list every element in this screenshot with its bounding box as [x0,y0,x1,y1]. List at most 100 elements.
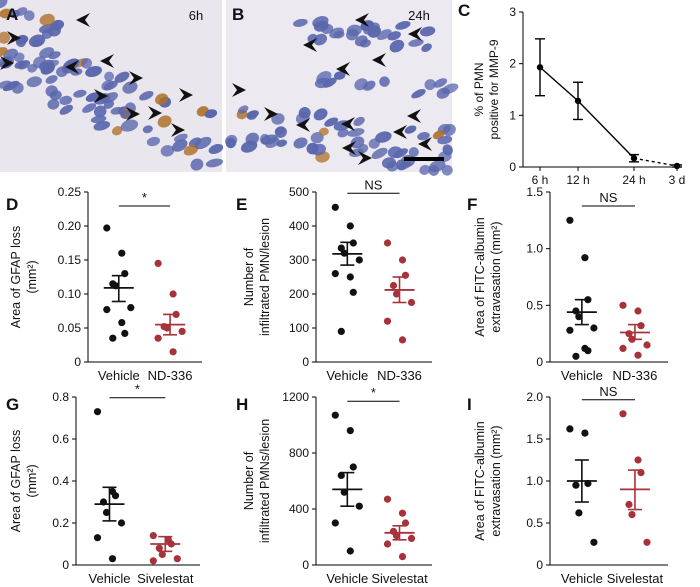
data-point [154,259,162,267]
panel-label-f: F [467,195,477,214]
arrowhead-marker [393,125,407,139]
nucleus-cell [28,34,46,48]
arrowhead-marker [296,118,310,132]
nucleus-cell [101,79,114,91]
y-tick-label: 0.25 [58,185,82,199]
data-point [401,271,410,279]
nucleus-cell [293,137,308,149]
nucleus-cell [337,128,349,138]
data-point [331,270,339,278]
micrograph-b-arrowheads [232,13,432,165]
data-point [346,547,354,555]
data-point [590,538,598,546]
nucleus-cell [39,13,55,26]
nucleus-cell [9,9,20,19]
nucleus-cell [433,78,448,88]
data-point [349,288,357,296]
y-tick-label: 0.5 [526,516,543,530]
nucleus-cell [0,80,12,89]
x-category-label: Sivelestat [137,571,194,586]
data-point [619,410,627,418]
panel-label-h: H [236,395,248,414]
nucleus-cell [371,147,388,160]
nucleus-cell [421,43,432,53]
nucleus-cell [354,78,368,91]
nucleus-cell [14,60,26,69]
arrowhead-marker [355,13,369,27]
chart-panel-g: G 0 0.2 0.4 0.6 0.8 Vehicle Sivelestat Area of G… [6,382,200,586]
y-tick-label: 100 [289,321,309,335]
micrograph-b-cells [225,16,459,176]
nucleus-cell [146,136,160,147]
nucleus-cell [313,108,328,121]
data-point [346,427,354,435]
data-point [643,538,651,546]
nucleus-cell [318,127,329,136]
nucleus-cell [386,161,399,172]
y-tick-label: 0 [536,355,543,369]
nucleus-cell [441,164,453,176]
data-point [575,509,583,517]
y-axis-label-line: positive for MMP-9 [487,39,501,139]
nucleus-cell [419,164,431,175]
y-axis-label-line: Number of [242,451,256,510]
y-axis-label: Number of infiltrated PMN/lesion [242,218,272,336]
y-tick-label: 1.0 [526,242,543,256]
data-point [581,254,589,262]
nucleus-cell [313,20,329,32]
data-point [572,481,580,489]
data-point [109,334,117,342]
y-tick-label: 0.6 [52,432,69,446]
x-category-label: Vehicle [561,368,603,383]
x-category-label: ND-336 [377,368,422,383]
nucleus-cell [225,134,238,147]
nucleus-cell [0,31,11,44]
y-axis-label-line: extravasation (mm²) [489,425,503,536]
nucleus-cell [411,88,426,99]
nucleus-cell [310,132,324,144]
nucleus-cell [404,125,417,134]
data-point [349,463,357,471]
data-point [398,336,407,344]
arrowhead-marker [342,141,356,155]
y-tick-label: 500 [289,185,309,199]
data-point [630,155,638,162]
nucleus-cell [0,8,12,19]
data-point [401,519,410,527]
x-category-label: ND-336 [148,368,193,383]
nucleus-cell [259,133,271,145]
y-tick-label: 1 [509,108,516,122]
data-point [158,550,166,559]
nucleus-cell [246,111,258,120]
nucleus-cell [142,125,153,134]
nucleus-cell [47,98,60,110]
micrograph-a: A 6h [0,0,224,172]
data-point [154,334,162,342]
data-point [149,532,157,540]
nucleus-cell [120,110,131,119]
nucleus-cell [333,31,345,39]
y-tick-label: 1.5 [526,185,543,199]
data-point [398,553,407,561]
arrowhead-marker [94,89,108,103]
y-axis-label-line: extravasation (mm²) [489,221,503,332]
nucleus-cell [313,33,328,46]
data-point [407,534,416,543]
data-point [536,64,544,71]
nucleus-cell [419,26,436,37]
nucleus-cell [387,31,401,41]
nucleus-cell [26,76,42,88]
y-tick-label: 0.10 [58,287,82,301]
nucleus-cell [395,21,411,30]
y-tick-label: 400 [289,502,309,516]
nucleus-cell [90,115,107,124]
x-category-label: Vehicle [561,571,603,586]
nucleus-cell [59,95,73,105]
arrowhead-marker [179,88,193,102]
nucleus-cell [66,58,80,67]
data-point [102,508,111,517]
y-tick-label: 300 [289,253,309,267]
data-point [331,519,339,527]
y-tick-label: 0.8 [52,390,69,404]
nucleus-cell [93,120,111,131]
